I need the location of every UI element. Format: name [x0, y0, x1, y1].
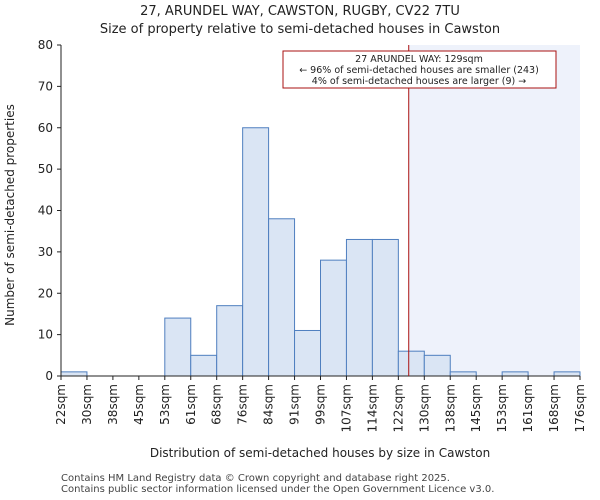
x-tick-label: 99sqm [314, 384, 328, 425]
x-tick-label: 153sqm [495, 384, 509, 432]
y-tick-label: 20 [38, 286, 53, 300]
annotation-box: 27 ARUNDEL WAY: 129sqm ← 96% of semi-det… [282, 50, 557, 89]
bar [345, 238, 373, 377]
bar [320, 259, 347, 377]
x-tick-label: 122sqm [391, 384, 405, 432]
bar [190, 354, 218, 377]
larger-region-highlight [408, 45, 580, 376]
x-tick-label: 84sqm [262, 384, 276, 425]
bar [423, 354, 451, 377]
y-tick-label: 0 [45, 369, 53, 383]
x-axis-label: Distribution of semi-detached houses by … [150, 446, 490, 460]
x-tick-label: 68sqm [210, 384, 224, 425]
y-axis-label: Number of semi-detached properties [3, 104, 17, 326]
x-tick-label: 107sqm [339, 384, 353, 432]
bar [371, 238, 399, 377]
annotation-rect [282, 50, 557, 89]
bar [242, 127, 270, 377]
x-ticks-group: 22sqm 30sqm 38sqm 45sqm 53sqm 61sqm 68sqm 76sqm… [54, 376, 587, 432]
bar [60, 371, 88, 377]
bar [449, 371, 477, 377]
x-tick-label: 114sqm [365, 384, 379, 432]
y-ticks-group: 0 10 20 30 40 50 60 70 80 [38, 38, 61, 383]
y-tick-label: 80 [38, 38, 53, 52]
chart-title: 27, ARUNDEL WAY, CAWSTON, RUGBY, CV22 7T… [140, 4, 460, 19]
x-tick-label: 91sqm [288, 384, 302, 425]
bar [397, 350, 425, 377]
plot-background [408, 45, 580, 376]
x-tick-label: 45sqm [132, 384, 146, 425]
x-tick-label: 176sqm [573, 384, 587, 432]
y-tick-label: 40 [38, 204, 53, 218]
bar [164, 317, 192, 377]
chart-subtitle: Size of property relative to semi-detach… [100, 22, 500, 37]
y-tick-label: 70 [38, 79, 53, 93]
x-tick-label: 76sqm [236, 384, 250, 425]
x-tick-label: 61sqm [184, 384, 198, 425]
footer-line-1: Contains HM Land Registry data © Crown c… [61, 473, 450, 484]
annotation-line3: 4% of semi-detached houses are larger (9… [312, 76, 526, 87]
x-tick-label: 161sqm [521, 384, 535, 432]
y-tick-label: 30 [38, 245, 53, 259]
x-tick-label: 38sqm [106, 384, 120, 425]
x-tick-label: 145sqm [469, 384, 483, 432]
x-tick-label: 168sqm [547, 384, 561, 432]
annotation-line2: ← 96% of semi-detached houses are smalle… [299, 65, 539, 76]
x-tick-label: 22sqm [54, 384, 68, 425]
bar [216, 305, 244, 377]
x-tick-label: 130sqm [417, 384, 431, 432]
bar [501, 371, 529, 377]
bar [294, 329, 321, 377]
y-tick-label: 60 [38, 121, 53, 135]
bars-group [60, 127, 581, 377]
y-tick-label: 50 [38, 162, 53, 176]
bar [268, 218, 296, 377]
annotation-line1: 27 ARUNDEL WAY: 129sqm [355, 54, 483, 65]
footer-line-2: Contains public sector information licen… [61, 484, 495, 495]
x-tick-label: 138sqm [443, 384, 457, 432]
x-tick-label: 30sqm [80, 384, 94, 425]
y-tick-label: 10 [38, 328, 53, 342]
bar [553, 371, 581, 377]
x-tick-label: 53sqm [158, 384, 172, 425]
